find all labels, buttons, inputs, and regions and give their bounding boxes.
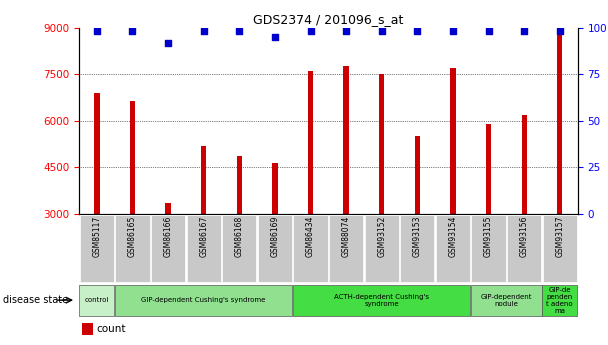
Text: GSM88074: GSM88074	[342, 216, 351, 257]
Point	[270, 34, 280, 40]
Bar	[94, 93, 100, 214]
Point	[199, 29, 209, 34]
Text: GSM86165: GSM86165	[128, 216, 137, 257]
Point	[555, 29, 565, 34]
Text: GIP-dependent
nodule: GIP-dependent nodule	[481, 294, 532, 307]
Text: GSM93156: GSM93156	[520, 216, 529, 257]
Text: disease state: disease state	[3, 295, 68, 305]
Bar	[471, 215, 506, 282]
Text: GSM93157: GSM93157	[555, 216, 564, 257]
Bar	[201, 146, 206, 214]
Bar	[522, 115, 527, 214]
Bar	[507, 215, 541, 282]
Point	[484, 29, 494, 34]
Bar	[308, 71, 313, 214]
Bar	[116, 215, 150, 282]
Bar	[557, 34, 562, 214]
Text: count: count	[97, 324, 126, 334]
Text: GSM85117: GSM85117	[92, 216, 102, 257]
Bar	[80, 215, 114, 282]
Text: GSM86434: GSM86434	[306, 216, 315, 257]
Bar	[451, 68, 455, 214]
Bar	[258, 215, 292, 282]
Point	[412, 29, 422, 34]
Bar	[329, 215, 363, 282]
Bar	[542, 285, 577, 316]
Bar	[222, 215, 257, 282]
Bar	[165, 203, 171, 214]
Bar	[344, 66, 349, 214]
Bar	[400, 215, 435, 282]
Point	[163, 40, 173, 45]
Text: GSM86167: GSM86167	[199, 216, 208, 257]
Bar	[272, 162, 278, 214]
Bar	[379, 74, 384, 214]
Bar	[130, 101, 135, 214]
Bar	[81, 323, 92, 335]
Bar	[294, 215, 328, 282]
Text: ACTH-dependent Cushing's
syndrome: ACTH-dependent Cushing's syndrome	[334, 294, 429, 307]
Text: GSM86168: GSM86168	[235, 216, 244, 257]
Text: GSM93154: GSM93154	[449, 216, 457, 257]
Point	[306, 29, 316, 34]
Bar	[436, 215, 470, 282]
Bar	[115, 285, 292, 316]
Point	[235, 29, 244, 34]
Text: GSM93152: GSM93152	[377, 216, 386, 257]
Text: GSM93155: GSM93155	[484, 216, 493, 257]
Point	[519, 29, 529, 34]
Bar	[415, 136, 420, 214]
Point	[92, 29, 102, 34]
Point	[128, 29, 137, 34]
Bar	[486, 124, 491, 214]
Bar	[543, 215, 577, 282]
Point	[448, 29, 458, 34]
Bar	[187, 215, 221, 282]
Text: GSM86166: GSM86166	[164, 216, 173, 257]
Point	[341, 29, 351, 34]
Bar	[80, 285, 114, 316]
Title: GDS2374 / 201096_s_at: GDS2374 / 201096_s_at	[253, 13, 404, 27]
Text: GIP-dependent Cushing's syndrome: GIP-dependent Cushing's syndrome	[142, 297, 266, 303]
Point	[377, 29, 387, 34]
Text: GIP-de
penden
t adeno
ma: GIP-de penden t adeno ma	[547, 287, 573, 314]
Bar	[293, 285, 471, 316]
Bar	[365, 215, 399, 282]
Text: control: control	[85, 297, 109, 303]
Bar	[151, 215, 185, 282]
Text: GSM93153: GSM93153	[413, 216, 422, 257]
Bar	[237, 156, 242, 214]
Bar	[471, 285, 542, 316]
Text: GSM86169: GSM86169	[271, 216, 280, 257]
